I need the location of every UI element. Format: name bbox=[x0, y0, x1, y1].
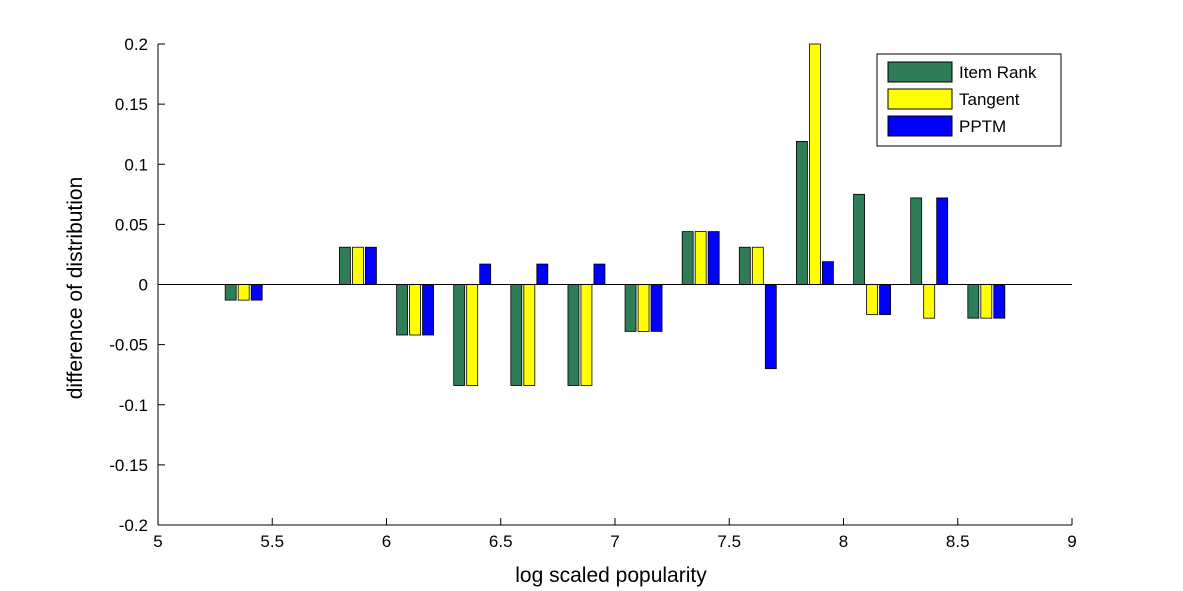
y-tick-label: 0.15 bbox=[115, 95, 148, 114]
x-tick-label: 6.5 bbox=[489, 532, 513, 551]
bar-tangent bbox=[466, 284, 479, 386]
bar-item-rank bbox=[224, 284, 237, 301]
x-tick-label: 7.5 bbox=[717, 532, 741, 551]
y-tick-label: -0.2 bbox=[119, 516, 148, 535]
y-tick-label: -0.15 bbox=[109, 456, 148, 475]
bar-tangent bbox=[523, 284, 536, 386]
x-ticks: 5 5.5 6 6.5 7 7.5 8 8.5 9 bbox=[153, 518, 1077, 551]
bar-item-rank bbox=[796, 141, 808, 285]
x-tick-label: 8 bbox=[839, 532, 848, 551]
x-tick-label: 5.5 bbox=[260, 532, 284, 551]
bar-pptm bbox=[593, 263, 606, 285]
x-tick-label: 6 bbox=[382, 532, 391, 551]
legend: Item Rank Tangent PPTM bbox=[876, 53, 1062, 147]
y-tick-label: 0.05 bbox=[115, 215, 148, 234]
bar-tangent bbox=[409, 284, 421, 336]
bar-item-rank bbox=[453, 284, 466, 386]
bar-item-rank bbox=[510, 284, 523, 386]
bar-pptm bbox=[250, 284, 263, 301]
legend-label: PPTM bbox=[959, 117, 1006, 136]
bar-tangent bbox=[580, 284, 593, 386]
bar-tangent bbox=[923, 284, 936, 319]
bar-tangent bbox=[637, 284, 650, 332]
bar-item-rank bbox=[339, 246, 351, 285]
bar-item-rank bbox=[853, 193, 865, 285]
y-tick-label: -0.05 bbox=[109, 336, 148, 355]
bar-pptm bbox=[707, 231, 720, 285]
y-tick-label: -0.1 bbox=[119, 396, 148, 415]
bar-tangent bbox=[980, 284, 993, 319]
bar-item-rank bbox=[967, 284, 980, 319]
x-tick-label: 8.5 bbox=[946, 532, 970, 551]
bar-pptm bbox=[536, 263, 549, 285]
y-axis-title: difference of distribution bbox=[64, 177, 87, 400]
x-tick-label: 9 bbox=[1067, 532, 1076, 551]
bar-tangent bbox=[352, 246, 364, 285]
bar-tangent bbox=[694, 231, 707, 285]
bar-pptm bbox=[936, 197, 949, 285]
bar-pptm bbox=[365, 246, 377, 285]
bar-pptm bbox=[422, 284, 434, 336]
bar-item-rank bbox=[910, 197, 923, 285]
bar-pptm bbox=[879, 284, 891, 315]
y-tick-label: 0.2 bbox=[124, 35, 148, 54]
legend-label: Item Rank bbox=[959, 63, 1037, 82]
bar-item-rank bbox=[624, 284, 637, 332]
y-tick-label: 0.1 bbox=[124, 155, 148, 174]
x-axis-title: log scaled popularity bbox=[515, 564, 707, 587]
bar-tangent bbox=[751, 246, 764, 285]
x-tick-label: 5 bbox=[153, 532, 162, 551]
bar-item-rank bbox=[567, 284, 580, 386]
bar-item-rank bbox=[681, 231, 694, 285]
bar-tangent bbox=[866, 284, 878, 315]
bar-pptm bbox=[993, 284, 1006, 319]
bar-item-rank bbox=[738, 246, 751, 285]
legend-swatch bbox=[887, 115, 953, 137]
bar-pptm bbox=[764, 284, 777, 370]
y-ticks: -0.2 -0.15 -0.1 -0.05 0 0.05 0.1 0.15 0.2 bbox=[109, 35, 165, 535]
bar-pptm bbox=[650, 284, 663, 332]
bar-item-rank bbox=[396, 284, 408, 336]
bar-pptm bbox=[479, 263, 492, 285]
bar-tangent bbox=[237, 284, 250, 301]
y-tick-label: 0 bbox=[139, 276, 148, 295]
legend-label: Tangent bbox=[959, 90, 1020, 109]
x-tick-label: 7 bbox=[610, 532, 619, 551]
bar-pptm bbox=[822, 261, 834, 285]
legend-swatch bbox=[887, 88, 953, 110]
bar-tangent bbox=[809, 43, 821, 285]
legend-swatch bbox=[887, 61, 953, 83]
